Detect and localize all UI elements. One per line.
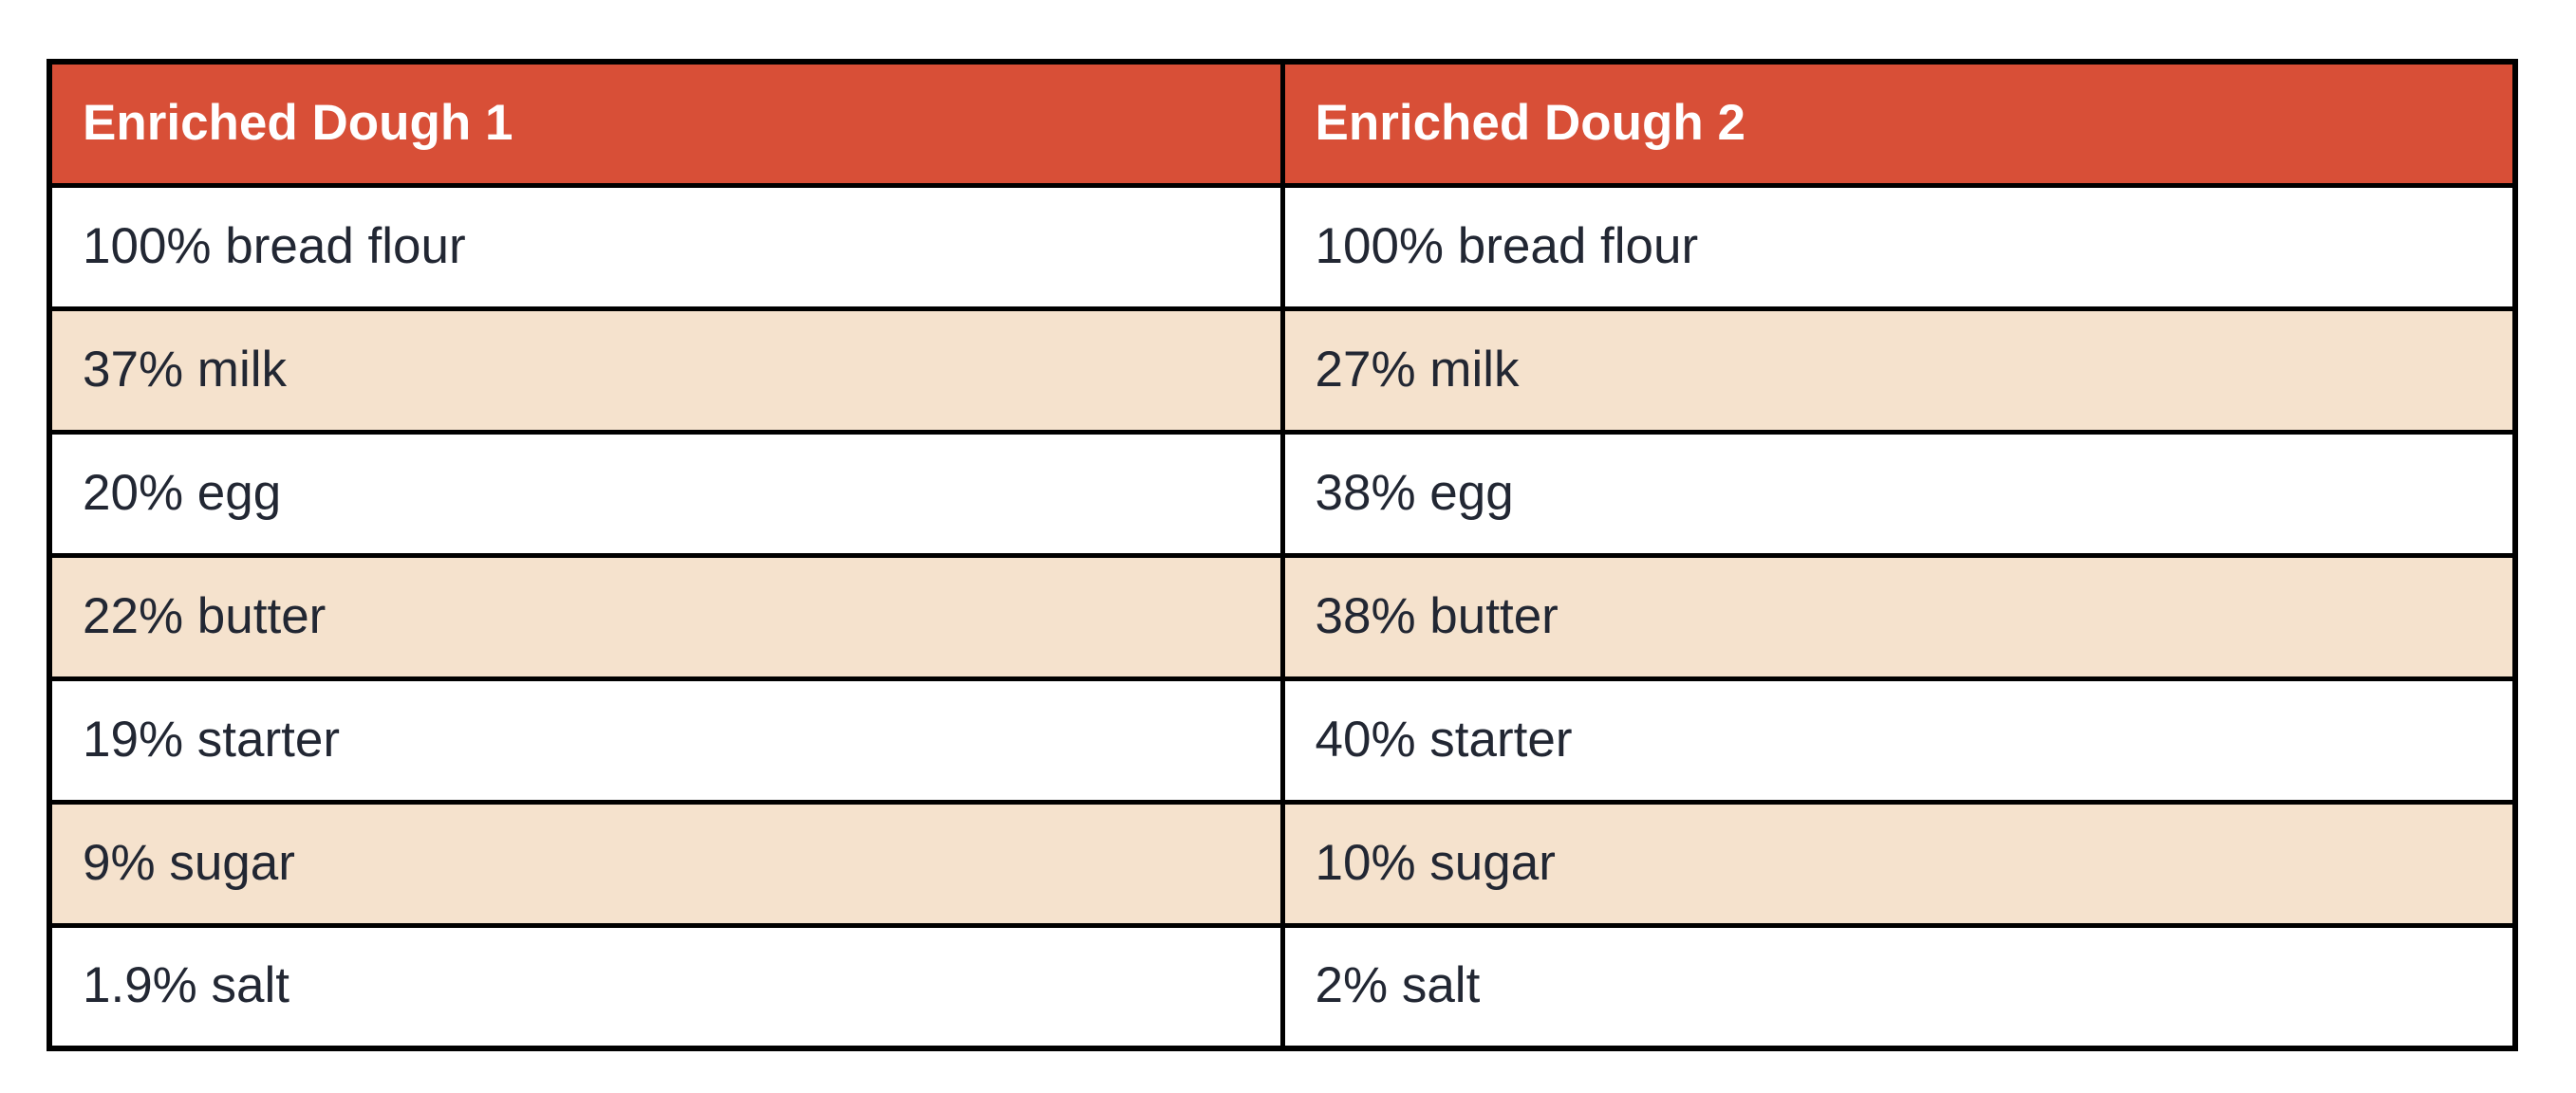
dough-comparison-table: Enriched Dough 1 Enriched Dough 2 100% b…: [47, 59, 2518, 1051]
cell-dough1-salt: 1.9% salt: [47, 922, 1285, 1051]
cell-dough2-bread-flour: 100% bread flour: [1279, 182, 2518, 311]
table-body: 100% bread flour 100% bread flour 37% mi…: [47, 182, 2518, 1051]
row-butter: 22% butter 38% butter: [47, 552, 2518, 681]
cell-dough1-sugar: 9% sugar: [47, 799, 1285, 928]
header-row: Enriched Dough 1 Enriched Dough 2: [47, 59, 2518, 188]
column-header-enriched-dough-1: Enriched Dough 1: [47, 59, 1285, 188]
column-header-enriched-dough-2: Enriched Dough 2: [1279, 59, 2518, 188]
table-header: Enriched Dough 1 Enriched Dough 2: [47, 59, 2518, 188]
row-sugar: 9% sugar 10% sugar: [47, 799, 2518, 928]
cell-dough2-sugar: 10% sugar: [1279, 799, 2518, 928]
cell-dough2-starter: 40% starter: [1279, 676, 2518, 805]
cell-dough2-egg: 38% egg: [1279, 429, 2518, 558]
cell-dough2-milk: 27% milk: [1279, 306, 2518, 435]
cell-dough1-starter: 19% starter: [47, 676, 1285, 805]
cell-dough1-bread-flour: 100% bread flour: [47, 182, 1285, 311]
cell-dough1-egg: 20% egg: [47, 429, 1285, 558]
row-milk: 37% milk 27% milk: [47, 306, 2518, 435]
row-egg: 20% egg 38% egg: [47, 429, 2518, 558]
row-salt: 1.9% salt 2% salt: [47, 922, 2518, 1051]
cell-dough2-salt: 2% salt: [1279, 922, 2518, 1051]
row-starter: 19% starter 40% starter: [47, 676, 2518, 805]
cell-dough1-milk: 37% milk: [47, 306, 1285, 435]
cell-dough1-butter: 22% butter: [47, 552, 1285, 681]
cell-dough2-butter: 38% butter: [1279, 552, 2518, 681]
row-bread-flour: 100% bread flour 100% bread flour: [47, 182, 2518, 311]
